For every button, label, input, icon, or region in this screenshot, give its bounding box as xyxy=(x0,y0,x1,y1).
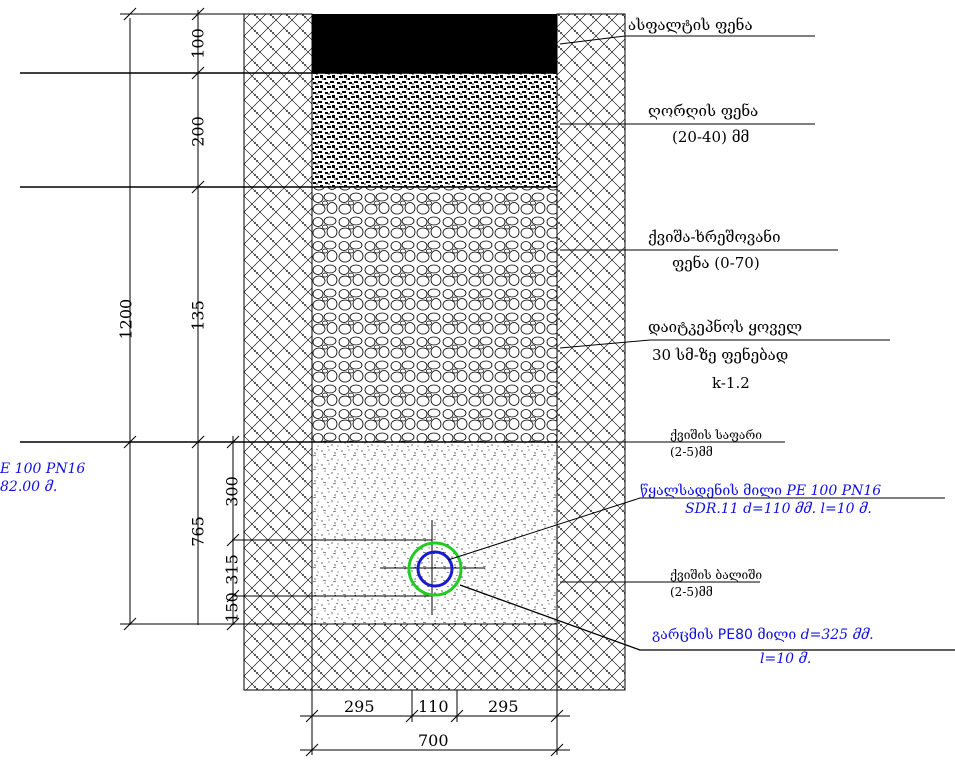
compaction-label-3: k-1.2 xyxy=(712,374,750,392)
sand-gravel-label: ქვიშა-ხრეშოვანი xyxy=(648,228,781,246)
sand-bed-size-label: (2-5)მმ xyxy=(670,445,713,459)
soil-bottom xyxy=(311,623,558,691)
dim-295-right: 295 xyxy=(488,697,519,716)
sand-bed-label: ქვიშის საფარი xyxy=(670,428,762,442)
dim-315: 315 xyxy=(222,554,242,585)
gravel-size-label: (20-40) მმ xyxy=(672,128,750,146)
casing-pipe-label: გარცმის PE80 მილი d=325 მმ. xyxy=(652,627,874,643)
dim-700: 700 xyxy=(418,731,449,750)
soil-right xyxy=(556,13,626,691)
dim-1200: 1200 xyxy=(116,298,136,340)
dim-200: 200 xyxy=(188,116,208,147)
dim-100: 100 xyxy=(188,28,208,59)
dim-295-left: 295 xyxy=(344,697,375,716)
water-pipe-size-label: SDR.11 d=110 მმ. l=10 მ. xyxy=(685,501,872,517)
asphalt-label: ასფალტის ფენა xyxy=(628,16,753,34)
left-cut-label-2: 82.00 მ. xyxy=(0,479,58,495)
water-pipe xyxy=(416,550,454,588)
left-cut-label-1: E 100 PN16 xyxy=(0,461,86,477)
water-pipe-label: წყალსადენის მილი PE 100 PN16 xyxy=(640,483,882,499)
gravel-label: ღორღის ფენა xyxy=(648,102,759,120)
casing-pipe-length-label: l=10 მ. xyxy=(760,651,812,667)
gravel-layer xyxy=(311,72,558,188)
dim-110: 110 xyxy=(418,697,449,716)
dim-150: 150 xyxy=(222,592,242,623)
soil-left xyxy=(243,13,313,691)
asphalt-layer xyxy=(312,14,557,73)
dim-765: 765 xyxy=(188,516,208,547)
dim-300: 300 xyxy=(222,476,242,507)
compaction-label-1: დაიტკეპნოს ყოველ xyxy=(648,318,803,336)
compaction-label-2: 30 სმ-ზე ფენებად xyxy=(652,346,789,364)
dim-135: 135 xyxy=(188,300,208,331)
sand-gravel-size-label: ფენა (0-70) xyxy=(672,254,760,272)
casing-pipe xyxy=(407,541,463,597)
sand-gravel-layer xyxy=(311,186,558,443)
sand-bed-layer xyxy=(311,441,558,625)
sand-fill-size-label: (2-5)მმ xyxy=(670,585,713,599)
sand-fill-label: ქვიშის ბალიში xyxy=(670,568,763,582)
